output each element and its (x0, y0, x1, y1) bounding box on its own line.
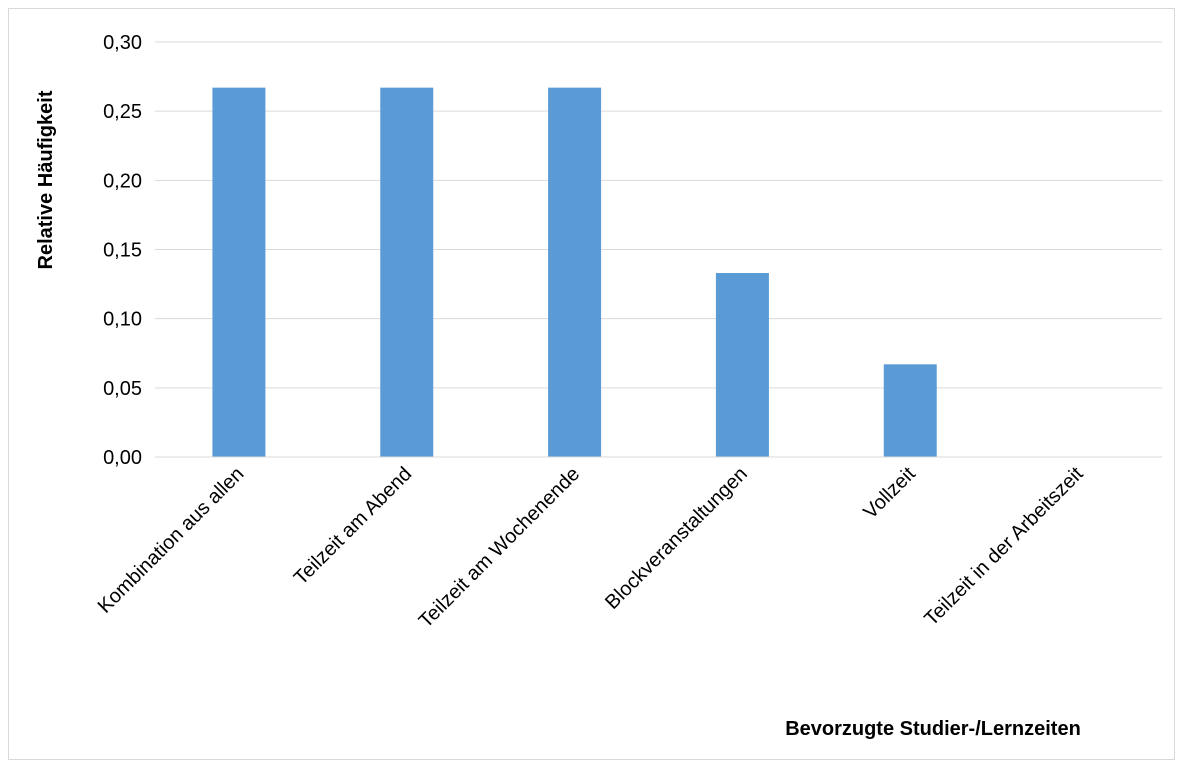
gridlines (155, 41, 1162, 458)
x-tick-label: Vollzeit (859, 463, 920, 524)
y-tick-label: 0,30 (103, 32, 142, 54)
x-tick-label: Teilzeit in der Arbeitszeit (920, 463, 1088, 631)
y-tick-label: 0,05 (103, 378, 142, 400)
y-tick-label: 0,10 (103, 309, 142, 331)
y-tick-label: 0,00 (103, 447, 142, 469)
bar (883, 364, 937, 457)
x-tick-label: Kombination aus allen (94, 463, 249, 618)
x-tick-label: Teilzeit am Wochenende (415, 463, 584, 632)
x-tick-label: Teilzeit am Abend (290, 463, 416, 589)
bar (715, 273, 769, 457)
y-tick-labels: 0,00 0,05 0,10 0,15 0,20 0,25 0,30 (103, 32, 142, 469)
bars (212, 87, 937, 458)
y-tick-label: 0,25 (103, 101, 142, 123)
y-tick-label: 0,15 (103, 240, 142, 262)
y-tick-label: 0,20 (103, 170, 142, 192)
bar (380, 87, 434, 458)
y-axis-title: Relative Häufigkeit (35, 90, 57, 269)
x-axis-title: Bevorzugte Studier-/Lernzeiten (785, 718, 1081, 740)
bar (548, 87, 602, 458)
x-tick-labels: Kombination aus allen Teilzeit am AbendTe… (94, 463, 1088, 633)
bar (212, 87, 266, 458)
x-tick-label: Blockveranstaltungen (601, 463, 752, 614)
